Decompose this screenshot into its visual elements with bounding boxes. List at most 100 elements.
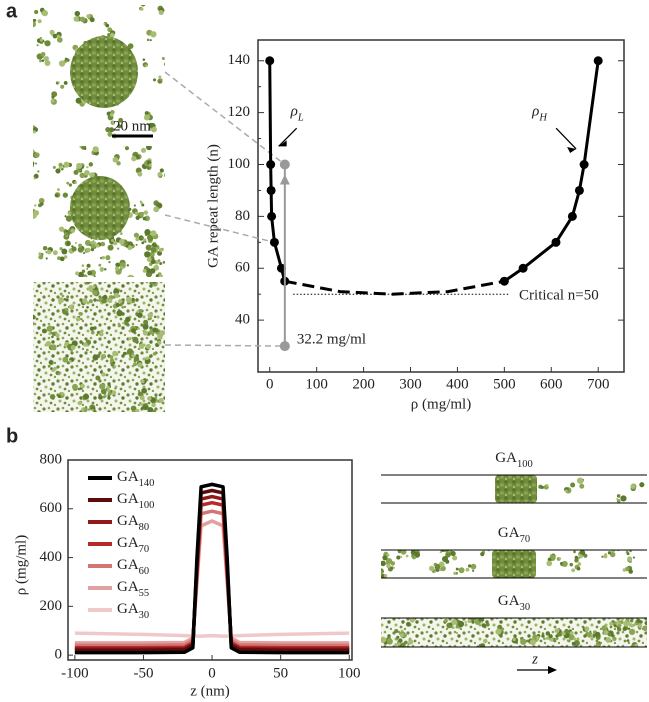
texture-blob [88, 243, 92, 247]
texture-blob [408, 639, 414, 645]
texture-blob [76, 162, 83, 170]
texture-blob [58, 60, 66, 67]
snapshot-label: GA30 [498, 593, 530, 612]
texture-blob [103, 267, 107, 271]
texture-blob [52, 250, 58, 256]
texture-blob [404, 640, 408, 645]
texture-blob [92, 146, 99, 153]
texture-blob [105, 255, 111, 261]
texture-blob [29, 162, 32, 165]
texture-blob [90, 248, 94, 252]
texture-blob [149, 251, 155, 258]
axes-frame [67, 459, 353, 661]
texture-blob [135, 237, 140, 242]
texture-blob [88, 299, 93, 304]
texture-blob [146, 257, 152, 263]
texture-blob [637, 623, 643, 628]
texture-blob [94, 287, 98, 291]
point [579, 160, 589, 169]
x-tick-label: 400 [446, 376, 469, 392]
texture-blob [80, 383, 85, 389]
cluster [70, 36, 138, 108]
texture-blob [65, 307, 69, 312]
texture-blob [63, 297, 67, 301]
texture-blob [152, 352, 157, 356]
texture-blob [126, 264, 130, 267]
texture-blob [156, 277, 159, 280]
texture-blob [42, 245, 48, 251]
texture-blob [130, 405, 137, 412]
connector [164, 344, 285, 347]
x-tick-label: -100 [61, 665, 89, 681]
texture-blob [613, 624, 617, 628]
texture-blob [84, 170, 90, 176]
texture-blob [35, 162, 38, 165]
texture-blob [103, 22, 106, 26]
texture-blob [98, 395, 103, 400]
texture-blob [626, 639, 630, 643]
texture-blob [66, 181, 70, 185]
point [279, 341, 290, 352]
texture-blob [102, 294, 108, 300]
y-tick-label: 140 [228, 52, 251, 68]
texture-blob [140, 406, 144, 410]
texture-blob [152, 282, 158, 287]
texture-blob [39, 59, 42, 63]
texture-blob [105, 23, 110, 28]
legend-label: GA80 [117, 513, 149, 532]
texture-blob [467, 618, 472, 624]
texture-blob [555, 637, 559, 641]
texture-blob [113, 241, 118, 246]
texture-blob [86, 14, 91, 19]
texture-blob [89, 326, 95, 331]
texture-blob [92, 354, 99, 361]
texture-blob [150, 247, 157, 253]
texture-blob [122, 351, 127, 356]
texture-blob [39, 36, 42, 40]
snapshot-label: GA100 [495, 450, 532, 469]
texture-blob [78, 311, 83, 316]
y-tick-label: 120 [228, 104, 251, 120]
texture-blob [455, 567, 459, 571]
texture-blob [577, 562, 582, 566]
texture-blob [122, 321, 125, 325]
texture-blob [125, 244, 129, 248]
texture-blob [144, 402, 148, 407]
texture-blob [112, 156, 119, 163]
texture-blob [85, 282, 91, 284]
texture-blob [64, 57, 68, 61]
texture-blob [622, 568, 627, 572]
texture-blob [639, 482, 645, 488]
texture-blob [56, 188, 60, 192]
texture-blob [399, 555, 403, 559]
y-tick-label: 60 [235, 260, 250, 276]
texture-blob [34, 152, 40, 158]
point [267, 211, 277, 221]
snapshot [381, 475, 647, 503]
texture-blob [628, 627, 631, 630]
texture-blob [630, 619, 634, 623]
texture-blob [546, 560, 553, 567]
texture-blob [385, 557, 393, 565]
texture-blob [51, 95, 55, 99]
texture-blob [86, 263, 91, 268]
texture-blob [87, 146, 88, 147]
texture-blob [151, 402, 156, 408]
texture-blob [102, 354, 105, 357]
texture-blob [52, 165, 56, 169]
texture-blob [83, 393, 90, 400]
texture-blob [117, 324, 122, 328]
texture-blob [561, 560, 568, 567]
texture-blob [109, 355, 114, 359]
texture-blob [576, 566, 581, 571]
texture-blob [607, 632, 612, 637]
texture-blob [536, 636, 540, 640]
texture-blob [57, 81, 60, 84]
texture-blob [48, 360, 53, 365]
texture-blob [632, 556, 636, 559]
texture-blob [62, 356, 69, 363]
legend-label: GA30 [117, 601, 149, 620]
texture-blob [56, 344, 59, 348]
point [266, 160, 276, 169]
texture-blob [96, 244, 100, 248]
